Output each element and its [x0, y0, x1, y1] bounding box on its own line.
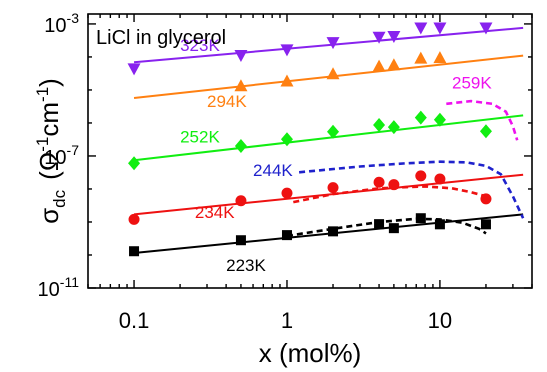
x-axis-label: x (mol%): [259, 338, 362, 368]
point-252k: [280, 132, 293, 147]
point-323k: [479, 22, 493, 35]
point-223k: [480, 219, 491, 230]
series-label-223k: 223K: [226, 256, 266, 275]
point-323k: [414, 22, 428, 35]
point-294k: [280, 74, 294, 87]
plot-frame: [87, 13, 533, 289]
annotation-title: LiCl in glycerol: [96, 27, 226, 49]
data-points: [127, 22, 493, 257]
series-label-252k: 252K: [180, 127, 220, 146]
series-label-234k: 234K: [195, 203, 235, 222]
point-252k: [234, 139, 247, 154]
point-252k: [327, 124, 340, 139]
point-223k: [388, 223, 399, 234]
point-252k: [373, 117, 386, 132]
point-252k: [414, 110, 427, 125]
point-294k: [414, 51, 428, 64]
dashed-curve-244k: [298, 160, 525, 219]
point-323k: [387, 31, 401, 44]
x-tick-label: 10: [428, 308, 452, 333]
dashed-curve-234k: [293, 185, 487, 204]
dashed-curve-259k: [446, 99, 519, 141]
point-294k: [234, 79, 248, 92]
fit-line-252k: [133, 114, 524, 162]
dashed-curve-223k: [286, 217, 487, 238]
series-label-294k: 294K: [207, 92, 247, 111]
point-234k: [373, 176, 385, 188]
y-tick-label: 10-11: [38, 274, 80, 301]
x-tick-label: 1: [281, 308, 293, 333]
point-234k: [388, 179, 400, 191]
point-252k: [128, 156, 141, 171]
point-234k: [415, 170, 427, 182]
point-234k: [128, 213, 140, 225]
fit-line-234k: [133, 173, 524, 216]
point-223k: [129, 246, 140, 257]
point-252k: [387, 120, 400, 135]
point-234k: [480, 193, 492, 205]
point-323k: [280, 44, 294, 57]
point-323k: [326, 37, 340, 50]
x-tick-label: 0.1: [119, 308, 150, 333]
point-234k: [281, 187, 293, 199]
series-labels: 223K 234K 244K 252K 259K 294K 323K: [180, 36, 492, 275]
point-323k: [127, 63, 141, 76]
point-323k: [372, 31, 386, 44]
series-label-323k: 323K: [180, 36, 220, 55]
point-223k: [328, 226, 339, 237]
point-223k: [281, 230, 292, 241]
point-294k: [433, 51, 447, 64]
point-234k: [434, 173, 446, 185]
point-294k: [326, 67, 340, 80]
fit-line-323k: [133, 26, 524, 64]
point-323k: [433, 22, 447, 35]
point-234k: [235, 195, 247, 207]
point-234k: [327, 182, 339, 194]
point-223k: [415, 213, 426, 224]
series-label-259k: 259K: [452, 74, 492, 93]
dashed-curves: [286, 99, 525, 238]
point-223k: [235, 235, 246, 246]
point-223k: [434, 219, 445, 230]
point-294k: [372, 59, 386, 72]
y-axis-label: σdc(Ω-1cm-1): [33, 78, 69, 224]
point-323k: [234, 49, 248, 62]
point-294k: [387, 58, 401, 71]
axis-ticks: 0.1 1 10 10-11 10-7 10-3: [38, 10, 533, 333]
point-252k: [479, 124, 492, 139]
y-tick-label: 10-7: [44, 142, 79, 169]
point-223k: [374, 219, 385, 230]
series-label-244k: 244K: [253, 161, 293, 180]
point-252k: [433, 112, 446, 127]
y-tick-label: 10-3: [44, 10, 79, 37]
